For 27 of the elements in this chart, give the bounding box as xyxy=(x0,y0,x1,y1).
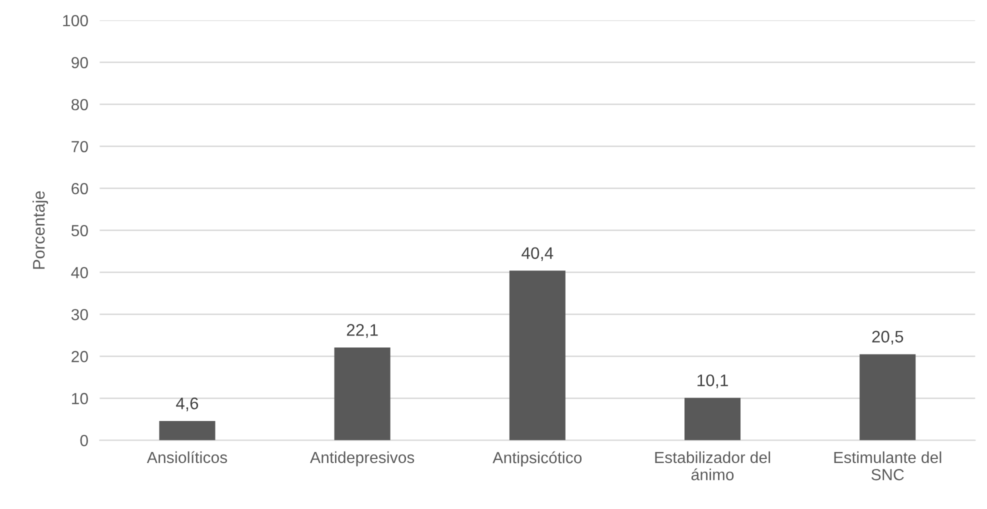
y-tick-label: 60 xyxy=(72,182,88,194)
bar xyxy=(159,420,216,440)
x-tick-label: Antidepresivos xyxy=(310,451,414,466)
bar xyxy=(860,354,916,440)
data-label: 10,1 xyxy=(698,374,728,388)
data-label: 20,5 xyxy=(872,330,904,345)
y-tick-label: 70 xyxy=(72,140,88,152)
y-tick-label: 30 xyxy=(71,308,88,320)
x-tick-label: Antipsicótico xyxy=(492,451,582,466)
x-tick-label: Estimulante del SNC xyxy=(834,451,942,480)
data-label: 22,1 xyxy=(346,324,378,338)
y-tick-label: 40 xyxy=(71,266,88,278)
bar xyxy=(334,347,390,440)
y-axis-title: Porcentaje xyxy=(32,191,48,269)
y-tick-label: 10 xyxy=(72,392,88,404)
y-tick-label: 50 xyxy=(71,224,88,236)
data-label: 4,6 xyxy=(176,398,198,412)
y-tick-label: 20 xyxy=(72,350,88,362)
x-tick-label: Ansiolíticos xyxy=(146,451,228,464)
data-label: 40,4 xyxy=(522,247,554,261)
y-tick-label: 80 xyxy=(72,98,88,110)
y-tick-label: 90 xyxy=(72,56,88,68)
y-tick-label: 100 xyxy=(63,14,88,26)
bar xyxy=(509,270,566,440)
x-tick-label: Estabilizador del ánimo xyxy=(655,451,770,480)
y-tick-label: 0 xyxy=(80,434,88,446)
bar xyxy=(684,398,741,440)
